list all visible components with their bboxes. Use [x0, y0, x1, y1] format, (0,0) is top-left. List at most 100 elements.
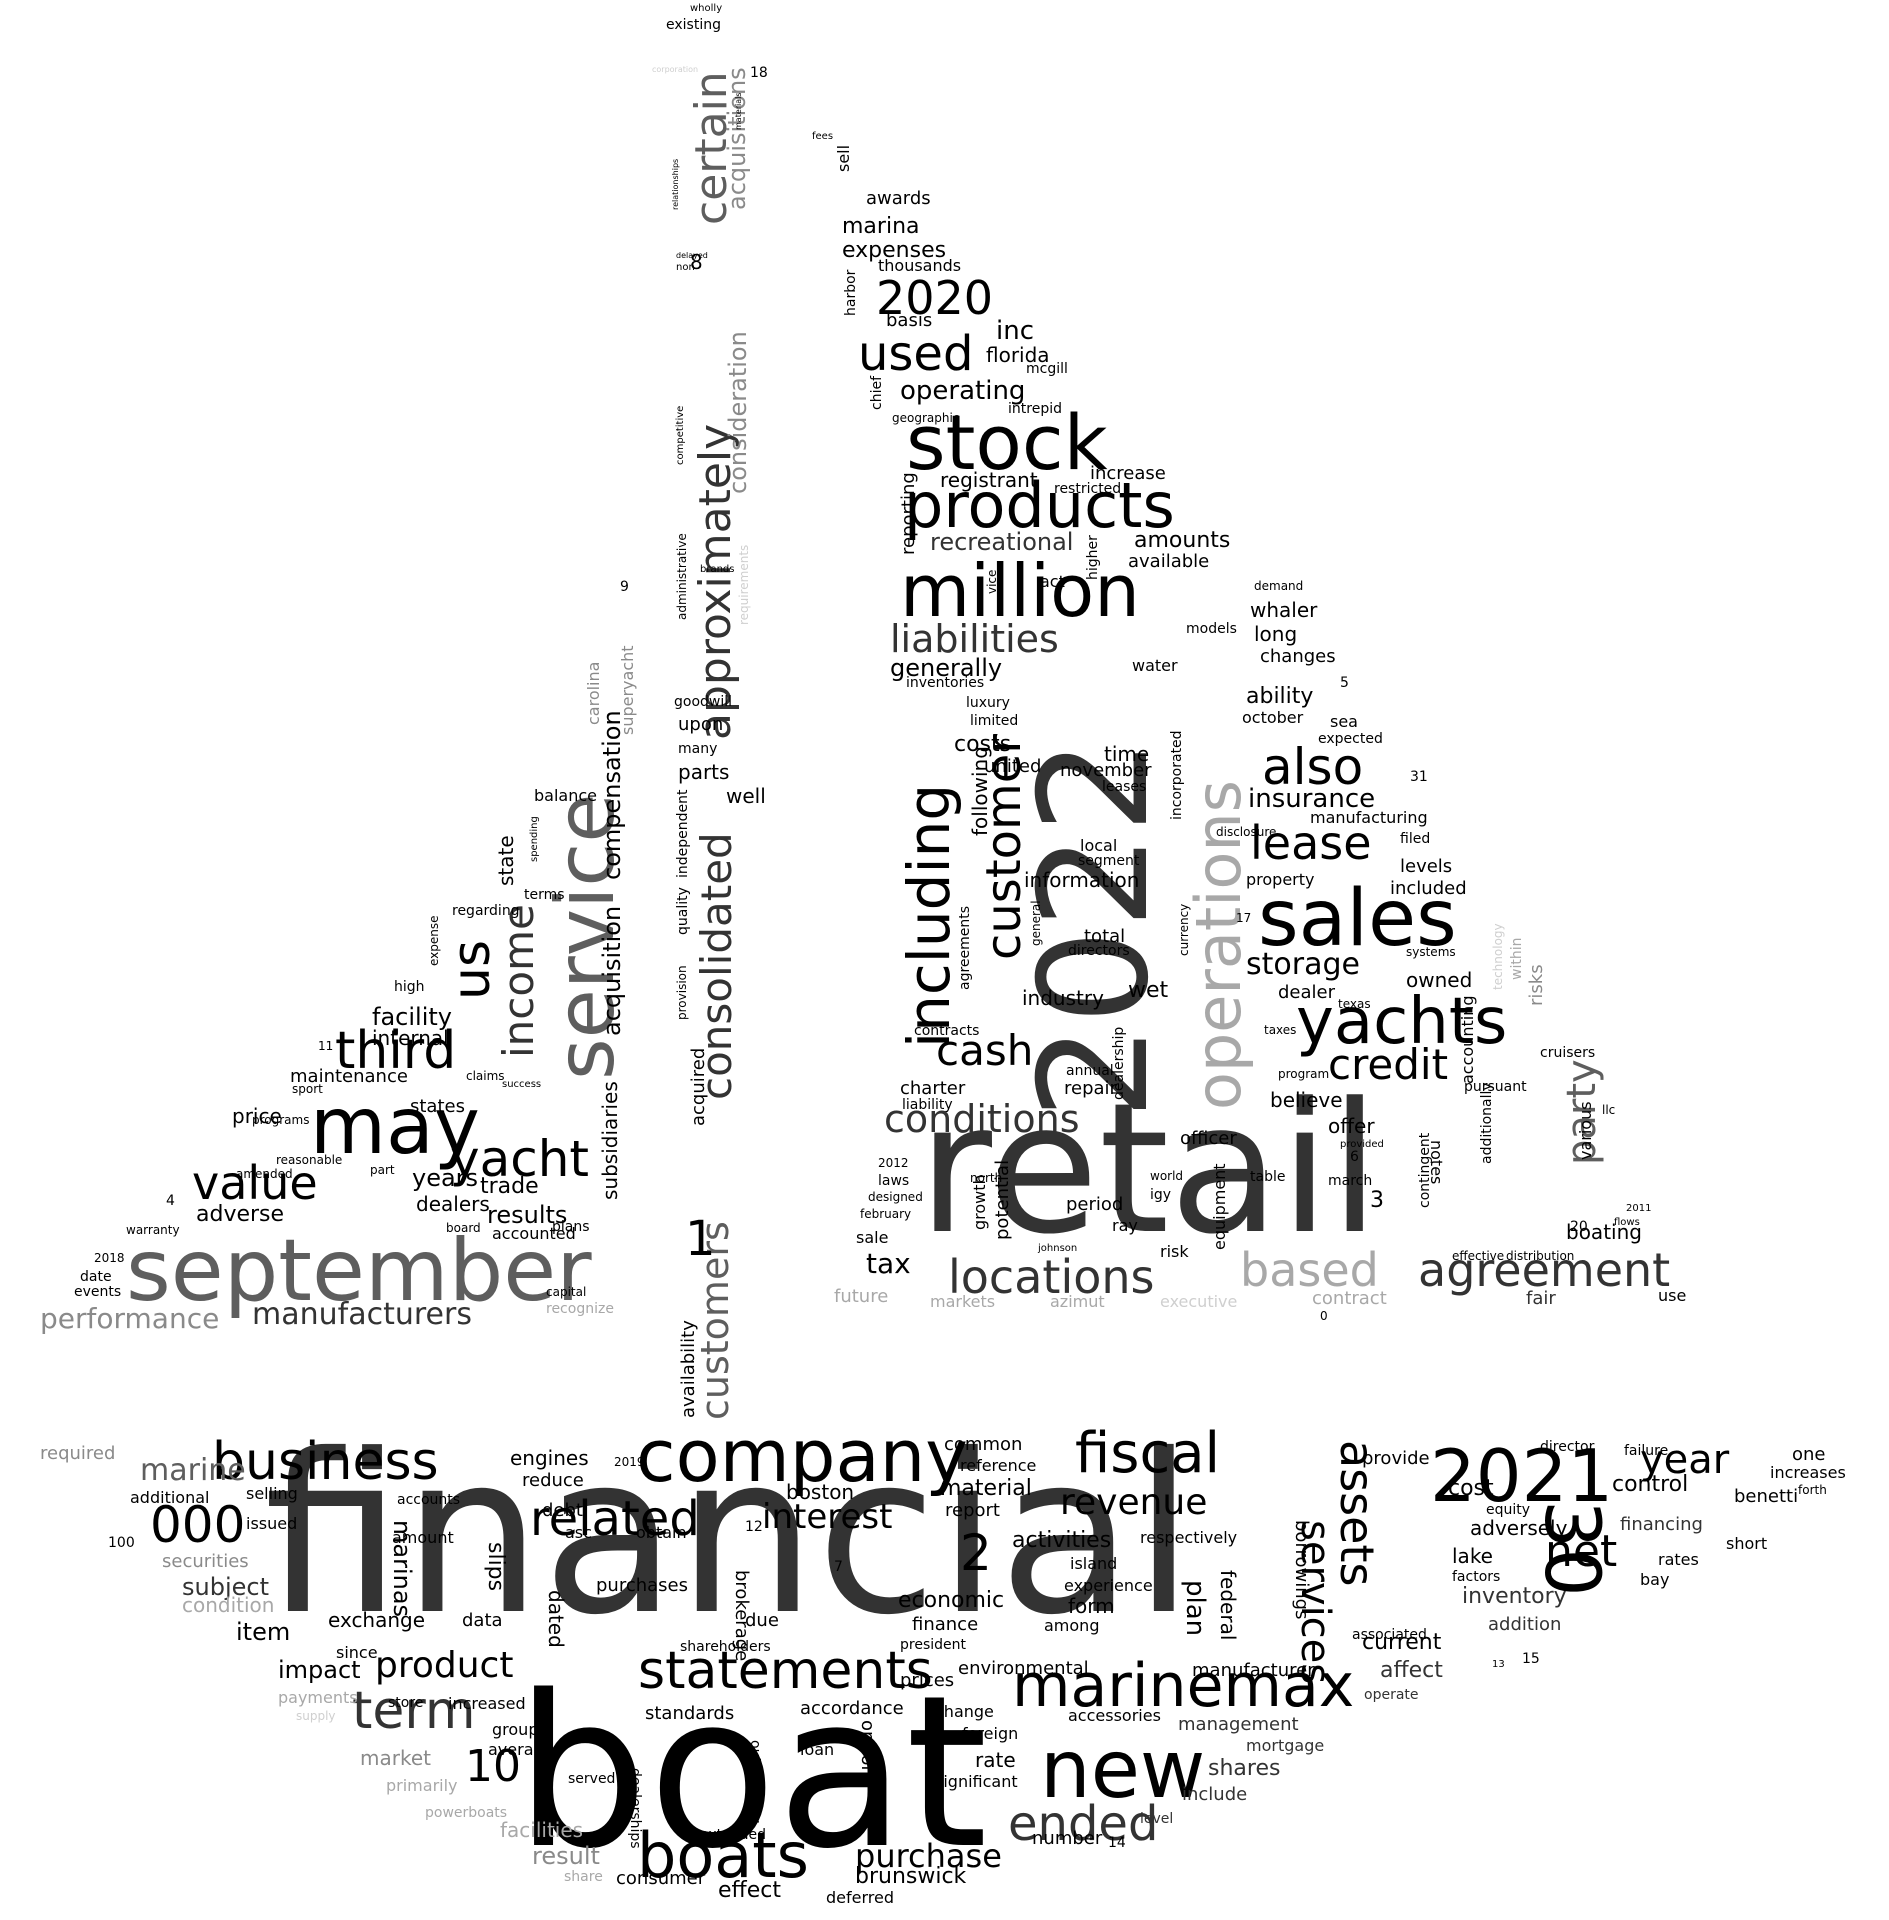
- word-existing: existing: [666, 17, 721, 33]
- word-ability: ability: [1246, 684, 1314, 709]
- word-us: us: [442, 939, 502, 1000]
- word-states: states: [410, 1096, 465, 1117]
- word-provision: provision: [675, 965, 689, 1020]
- word-industry: industry: [1022, 986, 1104, 1010]
- word-increases: increases: [1770, 1463, 1846, 1482]
- word-requirements: requirements: [737, 544, 751, 625]
- word-interest: interest: [762, 1497, 893, 1537]
- word-adversely: adversely: [1470, 1516, 1568, 1540]
- word-pursuant: pursuant: [1464, 1079, 1527, 1095]
- word-lake: lake: [1452, 1544, 1493, 1568]
- word-addition: addition: [1488, 1614, 1562, 1635]
- word-dealer: dealer: [1278, 982, 1336, 1003]
- word-mcgill: mcgill: [1026, 361, 1068, 377]
- word-expected: expected: [1318, 731, 1383, 747]
- word-supply: supply: [296, 1709, 336, 1723]
- word-agreements: agreements: [957, 905, 973, 990]
- word-financial: financial: [264, 1407, 1195, 1663]
- word-sell: sell: [834, 144, 853, 172]
- word-sea: sea: [1330, 712, 1358, 731]
- word-texas: texas: [1338, 997, 1371, 1011]
- word-current: current: [1362, 1630, 1442, 1655]
- word-inc: inc: [996, 316, 1034, 346]
- word-change: change: [935, 1702, 994, 1721]
- word-boat: boat: [515, 1650, 988, 1895]
- word-2019: 2019: [614, 1455, 645, 1469]
- word-part: part: [370, 1163, 395, 1177]
- word-limited: limited: [970, 713, 1019, 729]
- word-new: new: [1040, 1723, 1206, 1816]
- word-3: 3: [1370, 1188, 1384, 1213]
- word-intrepid: intrepid: [1008, 401, 1062, 417]
- word-ended: ended: [1008, 1796, 1159, 1852]
- word-may: may: [310, 1082, 480, 1172]
- word-stock: stock: [906, 398, 1108, 487]
- word-included: included: [1390, 878, 1467, 899]
- word-engines: engines: [510, 1446, 589, 1470]
- word-15: 15: [1522, 1651, 1540, 1667]
- word-repair: repair: [1064, 1078, 1117, 1099]
- word-products: products: [904, 469, 1175, 542]
- word-corporation: corporation: [652, 65, 699, 74]
- word-benetti: benetti: [1734, 1486, 1799, 1507]
- word-fair: fair: [1526, 1288, 1556, 1309]
- word-demand: demand: [1254, 579, 1304, 593]
- word-state: state: [494, 835, 518, 886]
- word-registrant: registrant: [940, 468, 1038, 492]
- word-available: available: [1128, 551, 1210, 572]
- word-accounted: accounted: [492, 1224, 576, 1243]
- word-increase: increase: [1090, 463, 1166, 484]
- word-performance: performance: [40, 1302, 220, 1335]
- word-subsidiaries: subsidiaries: [598, 1081, 622, 1200]
- word-5: 5: [1340, 675, 1349, 691]
- word-amounts: amounts: [1134, 528, 1231, 553]
- word-debt: debt: [542, 1500, 583, 1521]
- word-program: program: [1278, 1067, 1330, 1081]
- word-form: form: [1068, 1594, 1115, 1618]
- word-local: local: [1080, 836, 1118, 855]
- word-ray: ray: [1112, 1216, 1138, 1235]
- word-cost: cost: [1448, 1476, 1494, 1501]
- word-owned: owned: [1406, 968, 1473, 992]
- word-quality: quality: [675, 887, 691, 935]
- word-insurance: insurance: [1248, 784, 1376, 814]
- word-impact: impact: [278, 1656, 361, 1684]
- word-facility: facility: [372, 1003, 452, 1031]
- word-bay: bay: [1640, 1570, 1670, 1589]
- word-act: act: [1040, 572, 1065, 591]
- word-relationships: relationships: [671, 158, 680, 210]
- word-economic: economic: [898, 1588, 1005, 1613]
- word-laws: laws: [878, 1173, 910, 1189]
- word-asc: asc: [565, 1523, 592, 1542]
- word-sale: sale: [856, 1228, 889, 1247]
- word-due: due: [745, 1610, 779, 1631]
- word-operate: operate: [1364, 1687, 1419, 1703]
- word-experience: experience: [1064, 1576, 1153, 1595]
- word-issued: issued: [246, 1514, 298, 1533]
- word-result: result: [532, 1842, 600, 1870]
- word-basis: basis: [886, 310, 933, 331]
- word-director: director: [1540, 1439, 1595, 1455]
- word-chief: chief: [869, 375, 885, 410]
- word-tax: tax: [866, 1247, 911, 1280]
- word-superyacht: superyacht: [618, 645, 637, 735]
- word-effective: effective: [1452, 1249, 1505, 1263]
- word-based: based: [1240, 1243, 1379, 1297]
- word-high: high: [394, 979, 425, 995]
- word-executive: executive: [1160, 1292, 1238, 1311]
- word-materials: materials: [734, 92, 743, 130]
- word-10: 10: [465, 1741, 521, 1792]
- word-2018: 2018: [94, 1251, 125, 1265]
- word-filed: filed: [1400, 831, 1431, 847]
- word-one: one: [1792, 1444, 1826, 1465]
- word-dealership: dealership: [1111, 1026, 1127, 1100]
- word-balance: balance: [534, 786, 597, 805]
- word-information: information: [1024, 868, 1140, 892]
- word-island: island: [1070, 1554, 1118, 1573]
- word-changes: changes: [1260, 646, 1336, 667]
- word-trade: trade: [480, 1174, 539, 1199]
- word-include: include: [1182, 1784, 1248, 1805]
- word-level: level: [1140, 1811, 1174, 1827]
- word-14: 14: [1108, 1835, 1126, 1851]
- word-amount: amount: [392, 1528, 454, 1547]
